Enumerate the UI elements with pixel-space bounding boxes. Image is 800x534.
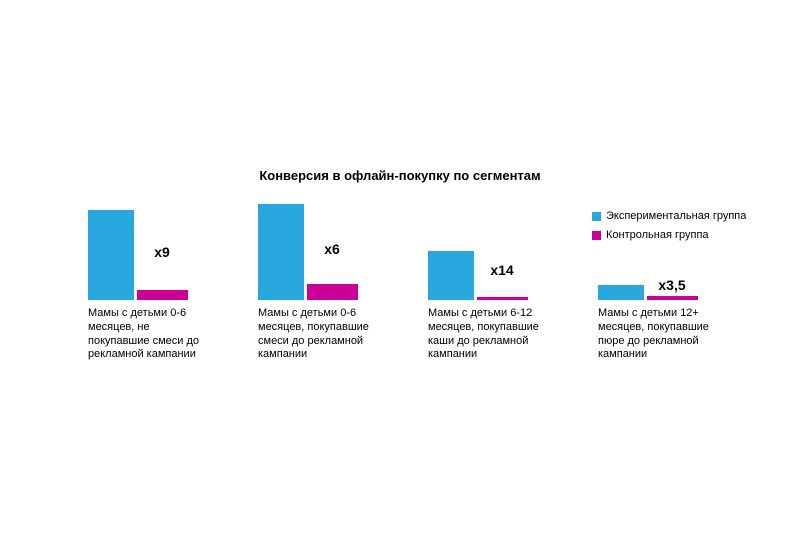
bar-area: x9 [88, 200, 210, 300]
segment-label: Мамы с детьми 0-6 месяцев, покупавшие см… [258, 307, 369, 361]
control-bar [307, 284, 358, 300]
bar-group: x3,5 Мамы с детьми 12+ месяцев, покупавши… [598, 200, 720, 362]
experimental-bar [88, 210, 134, 300]
bar-group: x9 Мамы с детьми 0-6 месяцев, не покупавш… [88, 200, 210, 362]
chart-legend: Экспериментальная группа Контрольная гру… [592, 210, 746, 248]
bar-group: x14 Мамы с детьми 6-12 месяцев, покупавши… [428, 200, 550, 362]
bar-chart: x9 Мамы с детьми 0-6 месяцев, не покупавш… [88, 200, 720, 362]
multiplier-label: x14 [490, 261, 514, 278]
experimental-bar [428, 251, 474, 300]
bar-area: x3,5 [598, 200, 720, 300]
segment-label: Мамы с детьми 12+ месяцев, покупавшие пю… [598, 307, 709, 361]
bar-area: x6 [258, 200, 380, 300]
legend-label-experimental: Экспериментальная группа [606, 210, 747, 222]
segment-label: Мамы с детьми 0-6 месяцев, не покупавшие… [88, 307, 199, 361]
bar-group: x6 Мамы с детьми 0-6 месяцев, покупавшие … [258, 200, 380, 362]
experimental-bar [598, 285, 644, 300]
multiplier-label: x3,5 [658, 276, 686, 293]
multiplier-label: x6 [324, 240, 340, 257]
chart-title: Конверсия в офлайн-покупку по сегментам [259, 168, 541, 183]
control-bar [647, 295, 698, 300]
legend-label-control: Контрольная группа [606, 229, 709, 241]
legend-item-experimental: Экспериментальная группа [592, 210, 746, 222]
control-bar [137, 290, 188, 300]
control-bar [477, 296, 528, 300]
experimental-bar [258, 204, 304, 300]
multiplier-label: x9 [154, 243, 170, 260]
segment-label: Мамы с детьми 6-12 месяцев, покупавшие к… [428, 307, 539, 361]
legend-swatch-experimental-icon [592, 211, 601, 221]
bar-area: x14 [428, 200, 550, 300]
legend-item-control: Контрольная группа [592, 229, 746, 241]
legend-swatch-control-icon [592, 230, 601, 240]
